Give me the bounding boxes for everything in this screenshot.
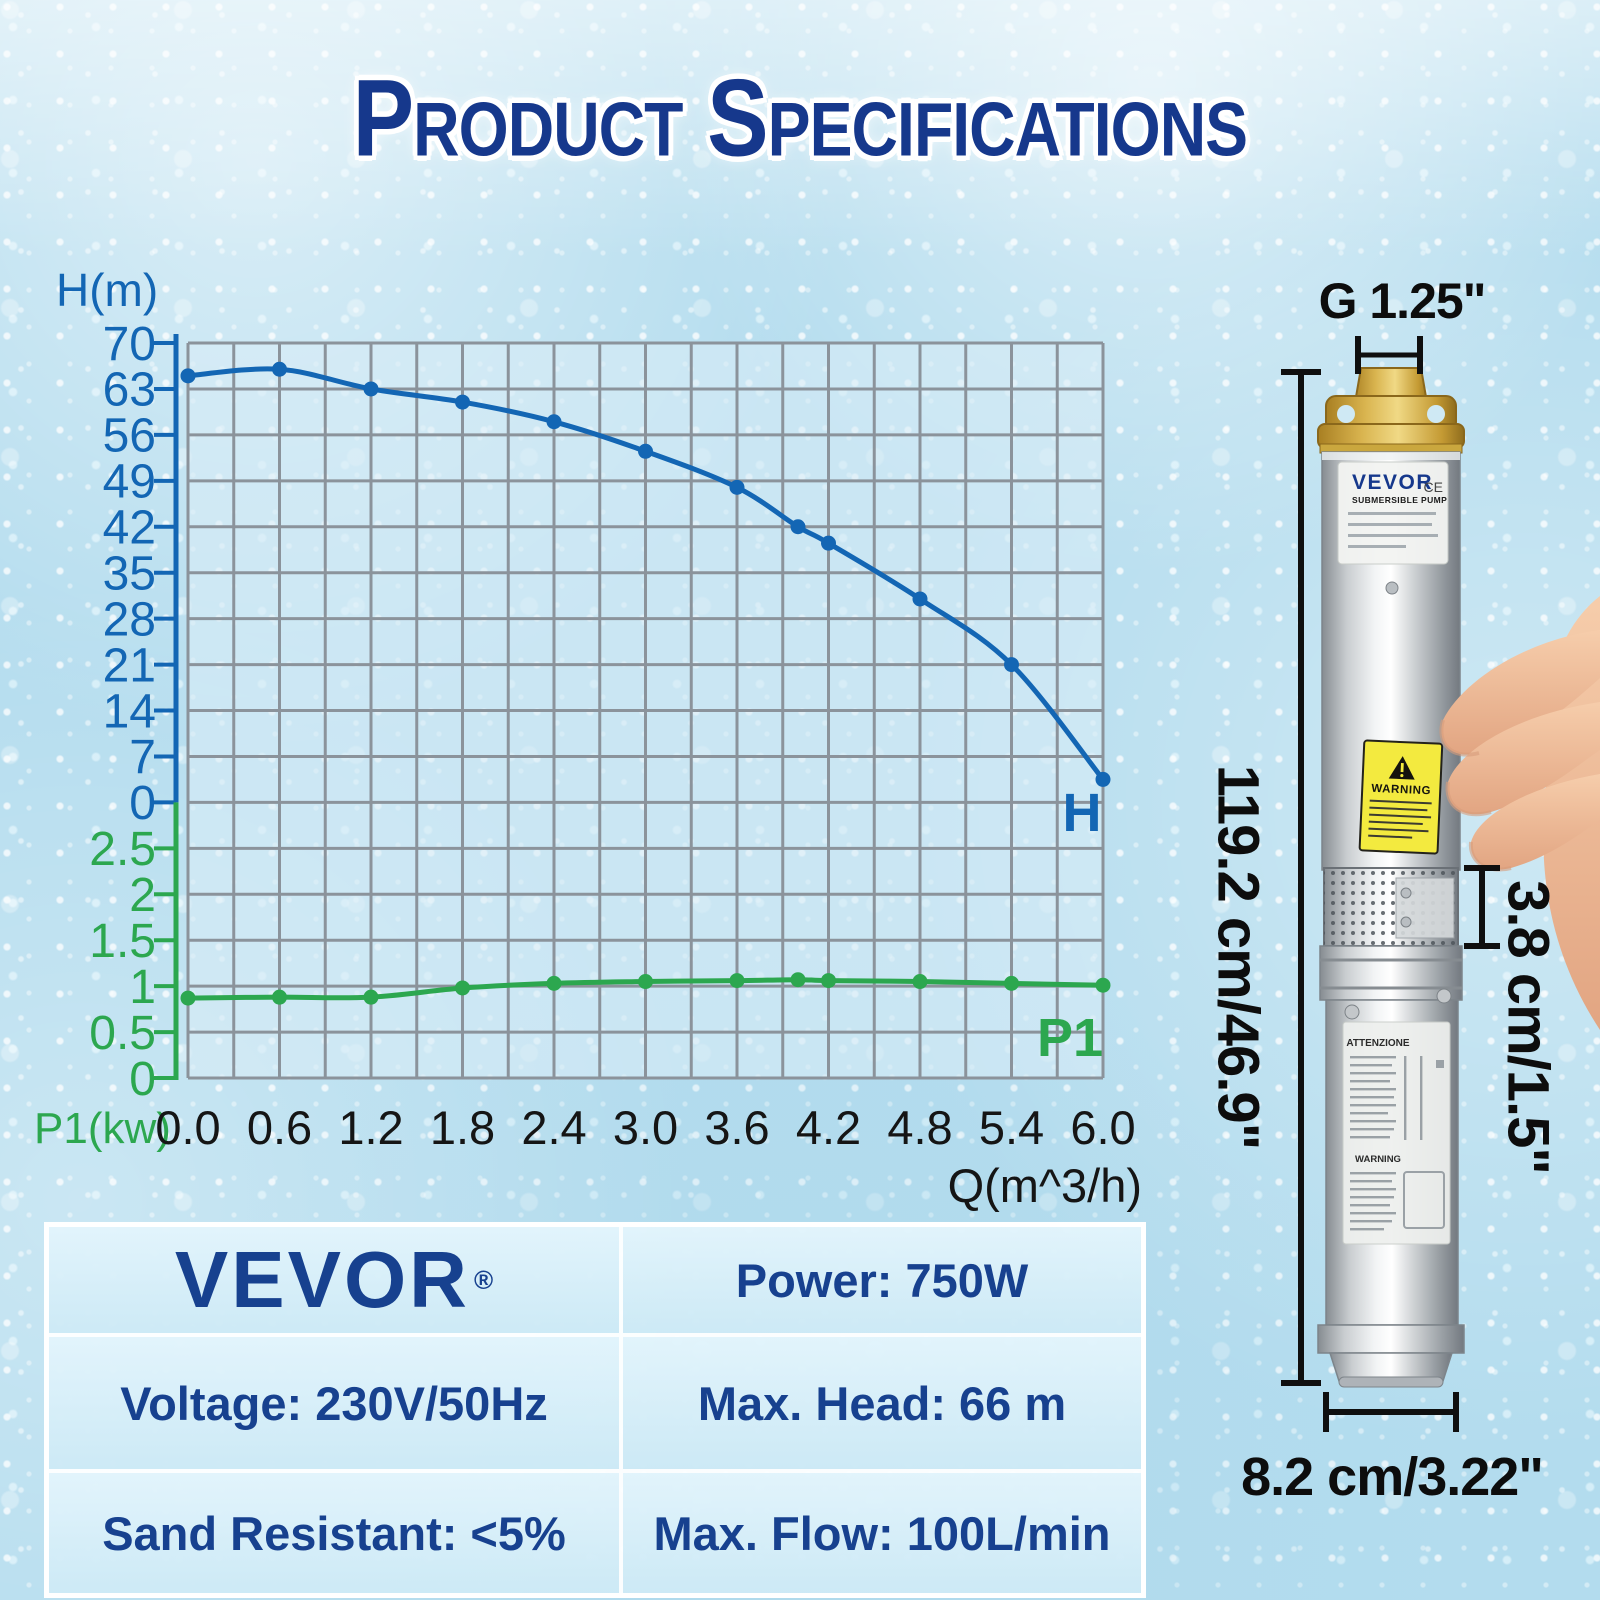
spec-cell-sand: Sand Resistant: <5% <box>49 1473 619 1593</box>
svg-text:28: 28 <box>103 593 156 646</box>
vevor-logo: VEVOR <box>174 1235 470 1324</box>
pump-motor-body: ATTENZIONE WARNING <box>1319 945 1463 1326</box>
svg-text:14: 14 <box>103 685 156 738</box>
svg-text:49: 49 <box>103 456 156 509</box>
svg-text:7: 7 <box>129 731 156 784</box>
svg-text:0.0: 0.0 <box>155 1101 220 1154</box>
svg-text:0.5: 0.5 <box>89 1007 156 1060</box>
svg-text:4.8: 4.8 <box>887 1101 952 1154</box>
spec-cell-voltage: Voltage: 230V/50Hz <box>49 1337 619 1469</box>
thread-size-label: G 1.25" <box>1318 273 1487 329</box>
chart-grid <box>186 341 1105 1080</box>
spec-table: VEVOR ® Power: 750W Voltage: 230V/50Hz M… <box>44 1222 1146 1598</box>
svg-text:1: 1 <box>129 961 156 1014</box>
pump-brass-head <box>1317 367 1465 454</box>
svg-text:3.6: 3.6 <box>704 1101 769 1154</box>
svg-text:1.8: 1.8 <box>430 1101 495 1154</box>
strainer-height-label: 3.8 cm/1.5" <box>1495 880 1561 1174</box>
pump-bottom-cap <box>1317 1324 1465 1388</box>
svg-text:5.4: 5.4 <box>979 1101 1044 1154</box>
series-H: H <box>180 361 1111 843</box>
svg-text:P1: P1 <box>1037 1008 1103 1068</box>
pump-upper-body: VEVOR SUBMERSIBLE PUMP CE WARNING <box>1321 451 1461 871</box>
pump-warning-text: WARNING <box>1371 783 1431 798</box>
pump-height-label: 119.2 cm/46.9" <box>1205 764 1271 1150</box>
svg-text:21: 21 <box>103 639 156 692</box>
pump-label-brand: VEVOR <box>1352 471 1433 494</box>
registered-mark: ® <box>473 1264 494 1295</box>
dimension-lines <box>1281 336 1500 1432</box>
spec-cell-power: Power: 750W <box>623 1227 1141 1333</box>
svg-text:0: 0 <box>129 777 156 830</box>
series-P1: P1 <box>180 972 1111 1068</box>
svg-text:2: 2 <box>129 869 156 922</box>
svg-text:H(m): H(m) <box>56 264 158 316</box>
svg-text:1.5: 1.5 <box>89 915 156 968</box>
svg-text:56: 56 <box>103 410 156 463</box>
hand <box>1439 596 1600 1030</box>
pump-diameter-label: 8.2 cm/3.22" <box>1241 1447 1544 1507</box>
svg-text:6.0: 6.0 <box>1070 1101 1135 1154</box>
page-title: Product Specifications <box>352 57 1248 180</box>
spec-cell-brand: VEVOR ® <box>49 1227 619 1333</box>
svg-text:70: 70 <box>103 318 156 371</box>
chart-x-labels: 0.0 0.6 1.2 1.8 2.4 3.0 3.6 4.2 4.8 5.4 6.0Q(m^3/h… <box>155 1101 1142 1212</box>
svg-text:2.4: 2.4 <box>521 1101 586 1154</box>
svg-text:0: 0 <box>129 1053 156 1106</box>
page-title-wrap: Product Specifications <box>0 58 1600 178</box>
svg-text:4.2: 4.2 <box>796 1101 861 1154</box>
spec-cell-max-head: Max. Head: 66 m <box>623 1337 1141 1469</box>
svg-text:P1(kw): P1(kw) <box>34 1104 171 1153</box>
spec-cell-max-flow: Max. Flow: 100L/min <box>623 1473 1141 1593</box>
svg-text:2.5: 2.5 <box>89 823 156 876</box>
pump-strainer-band <box>1323 867 1459 947</box>
svg-text:42: 42 <box>103 502 156 555</box>
svg-text:0.6: 0.6 <box>247 1101 312 1154</box>
pump-warning-sticker: WARNING <box>1358 739 1444 855</box>
svg-text:H: H <box>1063 783 1102 843</box>
svg-text:63: 63 <box>103 364 156 417</box>
svg-text:Q(m^3/h): Q(m^3/h) <box>948 1159 1142 1212</box>
pump-label-product: SUBMERSIBLE PUMP <box>1352 495 1447 505</box>
pump-warning2-text: WARNING <box>1355 1154 1401 1165</box>
svg-text:35: 35 <box>103 547 156 600</box>
pump-attenzione-text: ATTENZIONE <box>1346 1038 1409 1049</box>
svg-text:1.2: 1.2 <box>338 1101 403 1154</box>
svg-text:3.0: 3.0 <box>613 1101 678 1154</box>
pump-label-ce-mark: CE <box>1424 479 1443 495</box>
